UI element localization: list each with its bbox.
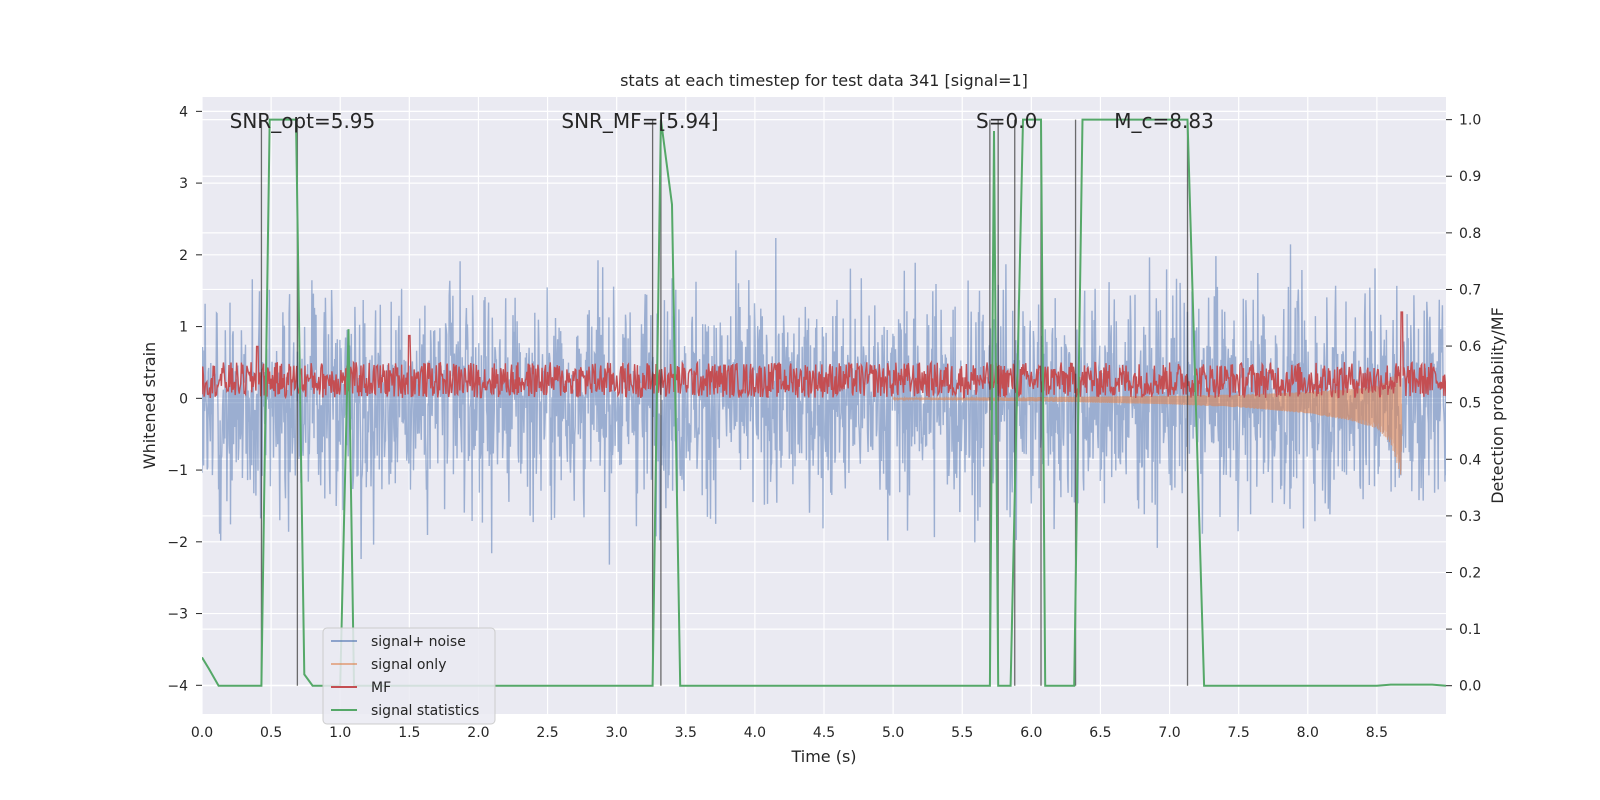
x-tick-label: 5.0	[882, 725, 904, 741]
chart-title: stats at each timestep for test data 341…	[620, 71, 1028, 90]
annotation-3: M_c=8.83	[1114, 109, 1214, 133]
y2-tick-label: 0.9	[1459, 169, 1481, 185]
x-tick-label: 0.5	[260, 725, 282, 741]
y-tick-label: −4	[167, 678, 188, 694]
y2-tick-label: 0.8	[1459, 226, 1481, 242]
y-tick-label: −3	[167, 607, 188, 623]
x-tick-label: 8.5	[1366, 725, 1388, 741]
y-tick-label: −2	[167, 535, 188, 551]
y2-tick-label: 0.5	[1459, 396, 1481, 412]
y-tick-label: −1	[167, 463, 188, 479]
y-tick-label: 3	[179, 176, 188, 192]
y2-tick-label: 0.1	[1459, 622, 1481, 638]
annotations: SNR_opt=5.95 SNR_MF=[5.94] S=0.0 M_c=8.83	[230, 109, 1214, 133]
y2-tick-label: 0.4	[1459, 452, 1481, 468]
x-tick-label: 1.5	[398, 725, 420, 741]
x-tick-label: 1.0	[329, 725, 351, 741]
y2-axis-ticks: 0.0 0.1 0.2 0.3 0.4 0.5 0.6 0.7 0.8 0.9 1.0	[1446, 113, 1481, 695]
annotation-2: S=0.0	[976, 109, 1037, 133]
legend: signal+ noise signal only MF signal statist…	[322, 627, 496, 725]
x-tick-label: 6.0	[1020, 725, 1042, 741]
x-tick-label: 6.5	[1089, 725, 1111, 741]
y2-tick-label: 0.0	[1459, 679, 1481, 695]
legend-entry: MF	[371, 680, 391, 696]
x-tick-label: 7.0	[1158, 725, 1180, 741]
y-tick-label: 2	[179, 248, 188, 264]
series-mf	[202, 311, 1446, 400]
annotation-1: SNR_MF=[5.94]	[561, 109, 718, 133]
series-signal-noise	[202, 237, 1446, 565]
y2-tick-label: 0.7	[1459, 282, 1481, 298]
y-tick-label: 4	[179, 104, 188, 120]
x-tick-label: 0.0	[191, 725, 213, 741]
y-axis-ticks: −4 −3 −2 −1 0 1 2 3 4	[167, 104, 202, 694]
x-tick-label: 2.0	[467, 725, 489, 741]
legend-entry: signal statistics	[371, 703, 479, 719]
y2-axis-label: Detection probability/MF	[1488, 307, 1507, 504]
y-tick-label: 0	[179, 391, 188, 407]
y2-tick-label: 1.0	[1459, 113, 1481, 129]
series-signal-statistics	[202, 118, 1446, 687]
x-tick-label: 8.0	[1297, 725, 1319, 741]
x-axis-ticks: 0.0 0.5 1.0 1.5 2.0 2.5 3.0 3.5 4.0 4.5 5.0 5.5 6.0 6…	[191, 725, 1388, 741]
x-tick-label: 4.5	[813, 725, 835, 741]
x-axis-label: Time (s)	[790, 747, 856, 766]
x-tick-label: 3.0	[606, 725, 628, 741]
y2-tick-label: 0.2	[1459, 565, 1481, 581]
legend-entry: signal only	[371, 657, 446, 673]
x-tick-label: 3.5	[675, 725, 697, 741]
y-axis-label: Whitened strain	[140, 342, 159, 469]
y-tick-label: 1	[179, 320, 188, 336]
x-tick-label: 5.5	[951, 725, 973, 741]
y2-tick-label: 0.3	[1459, 509, 1481, 525]
legend-box	[322, 627, 496, 725]
x-tick-label: 7.5	[1228, 725, 1250, 741]
x-tick-label: 4.0	[744, 725, 766, 741]
y2-tick-label: 0.6	[1459, 339, 1481, 355]
plot-content	[202, 118, 1446, 687]
legend-entry: signal+ noise	[371, 634, 466, 650]
annotation-0: SNR_opt=5.95	[230, 109, 376, 133]
x-tick-label: 2.5	[536, 725, 558, 741]
